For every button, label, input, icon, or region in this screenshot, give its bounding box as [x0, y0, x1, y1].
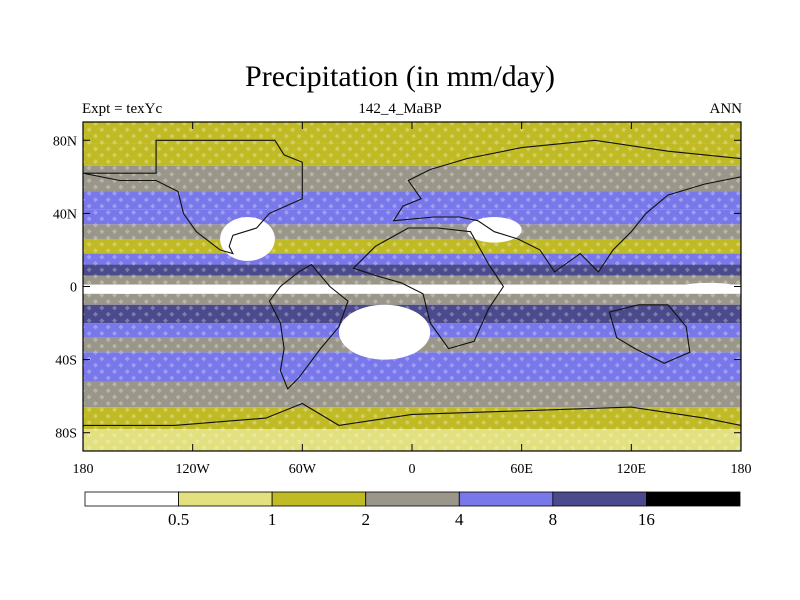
stipple-overlay	[83, 122, 741, 451]
x-tick-label-0: 180	[73, 462, 94, 477]
colorbar-box-1	[178, 491, 273, 507]
colorbar-label-3: 4	[455, 510, 464, 529]
y-tick-label-0: 80N	[53, 134, 77, 149]
colorbar-box-5	[552, 491, 647, 507]
continent-outline-5	[83, 402, 741, 451]
colorbar-box-3	[365, 491, 460, 507]
colorbar-box-2	[271, 491, 367, 507]
x-tick-label-1: 120W	[176, 462, 211, 477]
x-tick-label-5: 120E	[617, 462, 647, 477]
x-tick-label-3: 0	[409, 462, 416, 477]
x-tick-label-4: 60E	[510, 462, 533, 477]
y-tick-label-4: 80S	[55, 427, 77, 442]
y-tick-label-3: 40S	[55, 354, 77, 369]
y-tick-label-2: 0	[70, 281, 77, 296]
y-tick-label-1: 40N	[53, 207, 77, 222]
x-tick-label-2: 60W	[289, 462, 317, 477]
axis-layer: 180 120W 60W 0 60E 120E 180 80N 40N 0 40S 80S	[53, 122, 752, 477]
colorbar: 0.5 1 2 4 8 16	[84, 491, 741, 529]
continent-outline-0	[83, 139, 303, 255]
continent-outline-3	[392, 139, 741, 273]
continent-outline-4	[608, 304, 691, 364]
season-label: ANN	[709, 101, 743, 117]
colorbar-label-0: 0.5	[168, 510, 189, 529]
chart-title: Precipitation (in mm/day)	[245, 60, 555, 93]
age-label: 142_4_MaBP	[358, 101, 442, 117]
colorbar-label-4: 8	[549, 510, 558, 529]
colorbar-box-0	[84, 491, 179, 507]
colorbar-label-2: 2	[361, 510, 370, 529]
continent-outline-1	[268, 263, 349, 390]
colorbar-box-6	[646, 491, 741, 507]
colorbar-box-4	[458, 491, 554, 507]
continent-outline-2	[352, 227, 505, 350]
colorbar-label-5: 16	[638, 510, 655, 529]
map-fill-layer	[83, 122, 741, 451]
colorbar-label-1: 1	[268, 510, 277, 529]
experiment-label: Expt = texYc	[82, 101, 163, 117]
x-tick-label-6: 180	[731, 462, 752, 477]
